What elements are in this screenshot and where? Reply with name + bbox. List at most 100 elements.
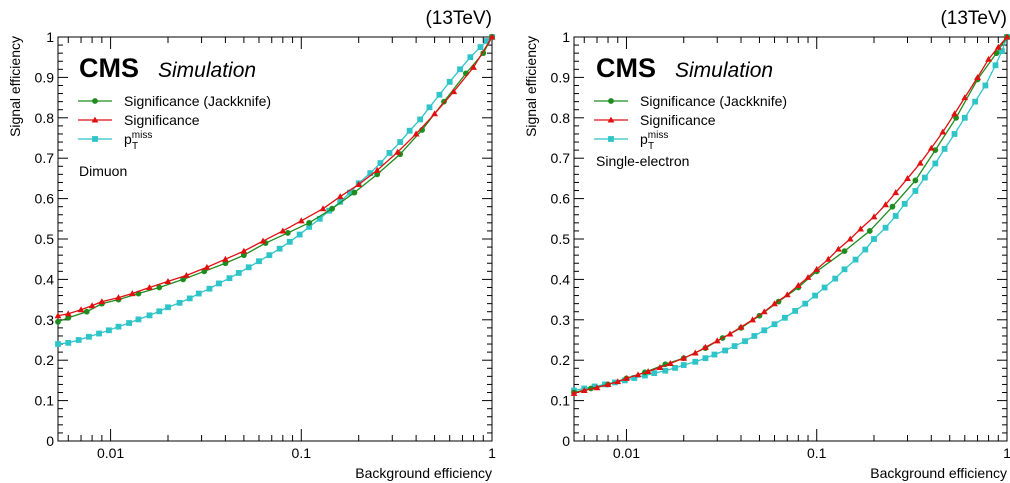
data-point — [852, 256, 859, 263]
data-point — [96, 330, 102, 337]
data-point — [88, 302, 96, 309]
data-point — [951, 131, 958, 137]
y-axis-label: Signal efficiency — [523, 36, 539, 137]
data-point — [386, 150, 393, 156]
data-point — [672, 364, 678, 371]
data-point — [904, 175, 911, 181]
y-tick-label: 0.2 — [551, 352, 571, 368]
experiment-label: CMS — [596, 53, 656, 83]
data-point — [941, 146, 948, 152]
legend-label: Significance (Jackknife) — [124, 93, 271, 109]
data-point — [604, 381, 612, 387]
data-point — [972, 98, 979, 105]
y-tick-label: 0.6 — [551, 191, 571, 207]
data-point — [240, 252, 247, 259]
y-tick-label: 0.1 — [35, 393, 55, 409]
data-point — [794, 282, 802, 289]
data-point — [347, 189, 353, 196]
y-tick-label: 0.3 — [35, 312, 55, 328]
data-point — [446, 78, 453, 85]
data-point — [135, 316, 142, 323]
data-point — [760, 308, 768, 315]
x-tick-label: 0.1 — [807, 445, 827, 461]
data-point — [866, 228, 873, 234]
data-point — [276, 245, 283, 252]
data-point — [1003, 33, 1010, 40]
series-triangle — [570, 33, 1010, 396]
legend-label: Significance — [124, 112, 200, 128]
data-point — [126, 320, 132, 326]
data-point — [570, 389, 578, 396]
data-point — [783, 291, 791, 298]
data-point — [146, 312, 153, 319]
data-point — [203, 263, 211, 270]
data-point — [337, 198, 344, 205]
x-tick-label: 0.01 — [613, 445, 640, 461]
data-point — [591, 383, 598, 390]
y-tick-label: 0.6 — [35, 191, 55, 207]
data-point — [431, 110, 438, 117]
data-point — [306, 223, 313, 230]
data-point — [394, 148, 402, 155]
data-point — [927, 144, 935, 151]
data-point — [256, 258, 262, 265]
series-layer — [54, 33, 496, 347]
data-point — [406, 127, 413, 134]
y-tick-label: 0.1 — [551, 393, 571, 409]
data-point — [266, 252, 273, 259]
data-point — [771, 300, 778, 307]
data-point — [614, 378, 622, 385]
data-point — [862, 246, 869, 253]
y-tick-label: 1 — [46, 29, 54, 45]
panel-single-electron: (13TeV) Signal efficiency Background eff… — [523, 8, 1010, 481]
data-point — [722, 347, 729, 354]
data-point — [882, 201, 889, 208]
data-point — [286, 238, 293, 245]
data-point — [426, 104, 433, 111]
data-point — [55, 341, 61, 347]
status-label: Simulation — [158, 59, 256, 82]
data-point — [994, 43, 1002, 50]
data-point — [165, 304, 171, 311]
y-tick-label: 1 — [562, 29, 570, 45]
data-point — [916, 159, 924, 166]
data-point — [235, 270, 242, 276]
panel-dimuon: (13TeV) Signal efficiency Background eff… — [7, 8, 496, 481]
data-point — [961, 114, 968, 121]
series-line — [573, 36, 1008, 394]
data-point — [483, 38, 490, 44]
data-point — [892, 213, 899, 219]
data-point — [857, 225, 864, 232]
legend-label: pmiss T — [640, 130, 668, 152]
data-point — [932, 147, 939, 154]
legend-entry: Significance (Jackknife) — [594, 93, 787, 109]
data-point — [316, 215, 323, 222]
data-point — [961, 94, 969, 101]
data-point — [83, 308, 90, 315]
experiment-label: CMS — [79, 53, 139, 83]
data-point — [985, 55, 992, 62]
data-point — [901, 200, 908, 207]
data-point — [284, 230, 291, 236]
data-point — [982, 82, 989, 89]
series-line — [573, 36, 1008, 392]
data-point — [691, 349, 699, 356]
data-point — [781, 314, 788, 321]
data-point — [802, 300, 809, 307]
data-point — [711, 351, 718, 358]
data-point — [666, 360, 674, 366]
y-tick-label: 0.8 — [551, 110, 571, 126]
legend-marker — [92, 98, 98, 104]
energy-label: (13TeV) — [940, 8, 1007, 29]
data-point — [680, 362, 687, 368]
data-point — [397, 139, 404, 145]
x-tick-label: 0.1 — [292, 445, 312, 461]
y-tick-label: 0.5 — [551, 231, 571, 247]
data-point — [631, 375, 638, 381]
legend: Significance (Jackknife) Significance pmis… — [594, 93, 787, 152]
y-axis-label: Signal efficiency — [7, 36, 23, 137]
data-point — [115, 294, 122, 301]
data-point — [580, 387, 588, 394]
data-point — [373, 166, 381, 173]
data-point — [297, 217, 305, 224]
